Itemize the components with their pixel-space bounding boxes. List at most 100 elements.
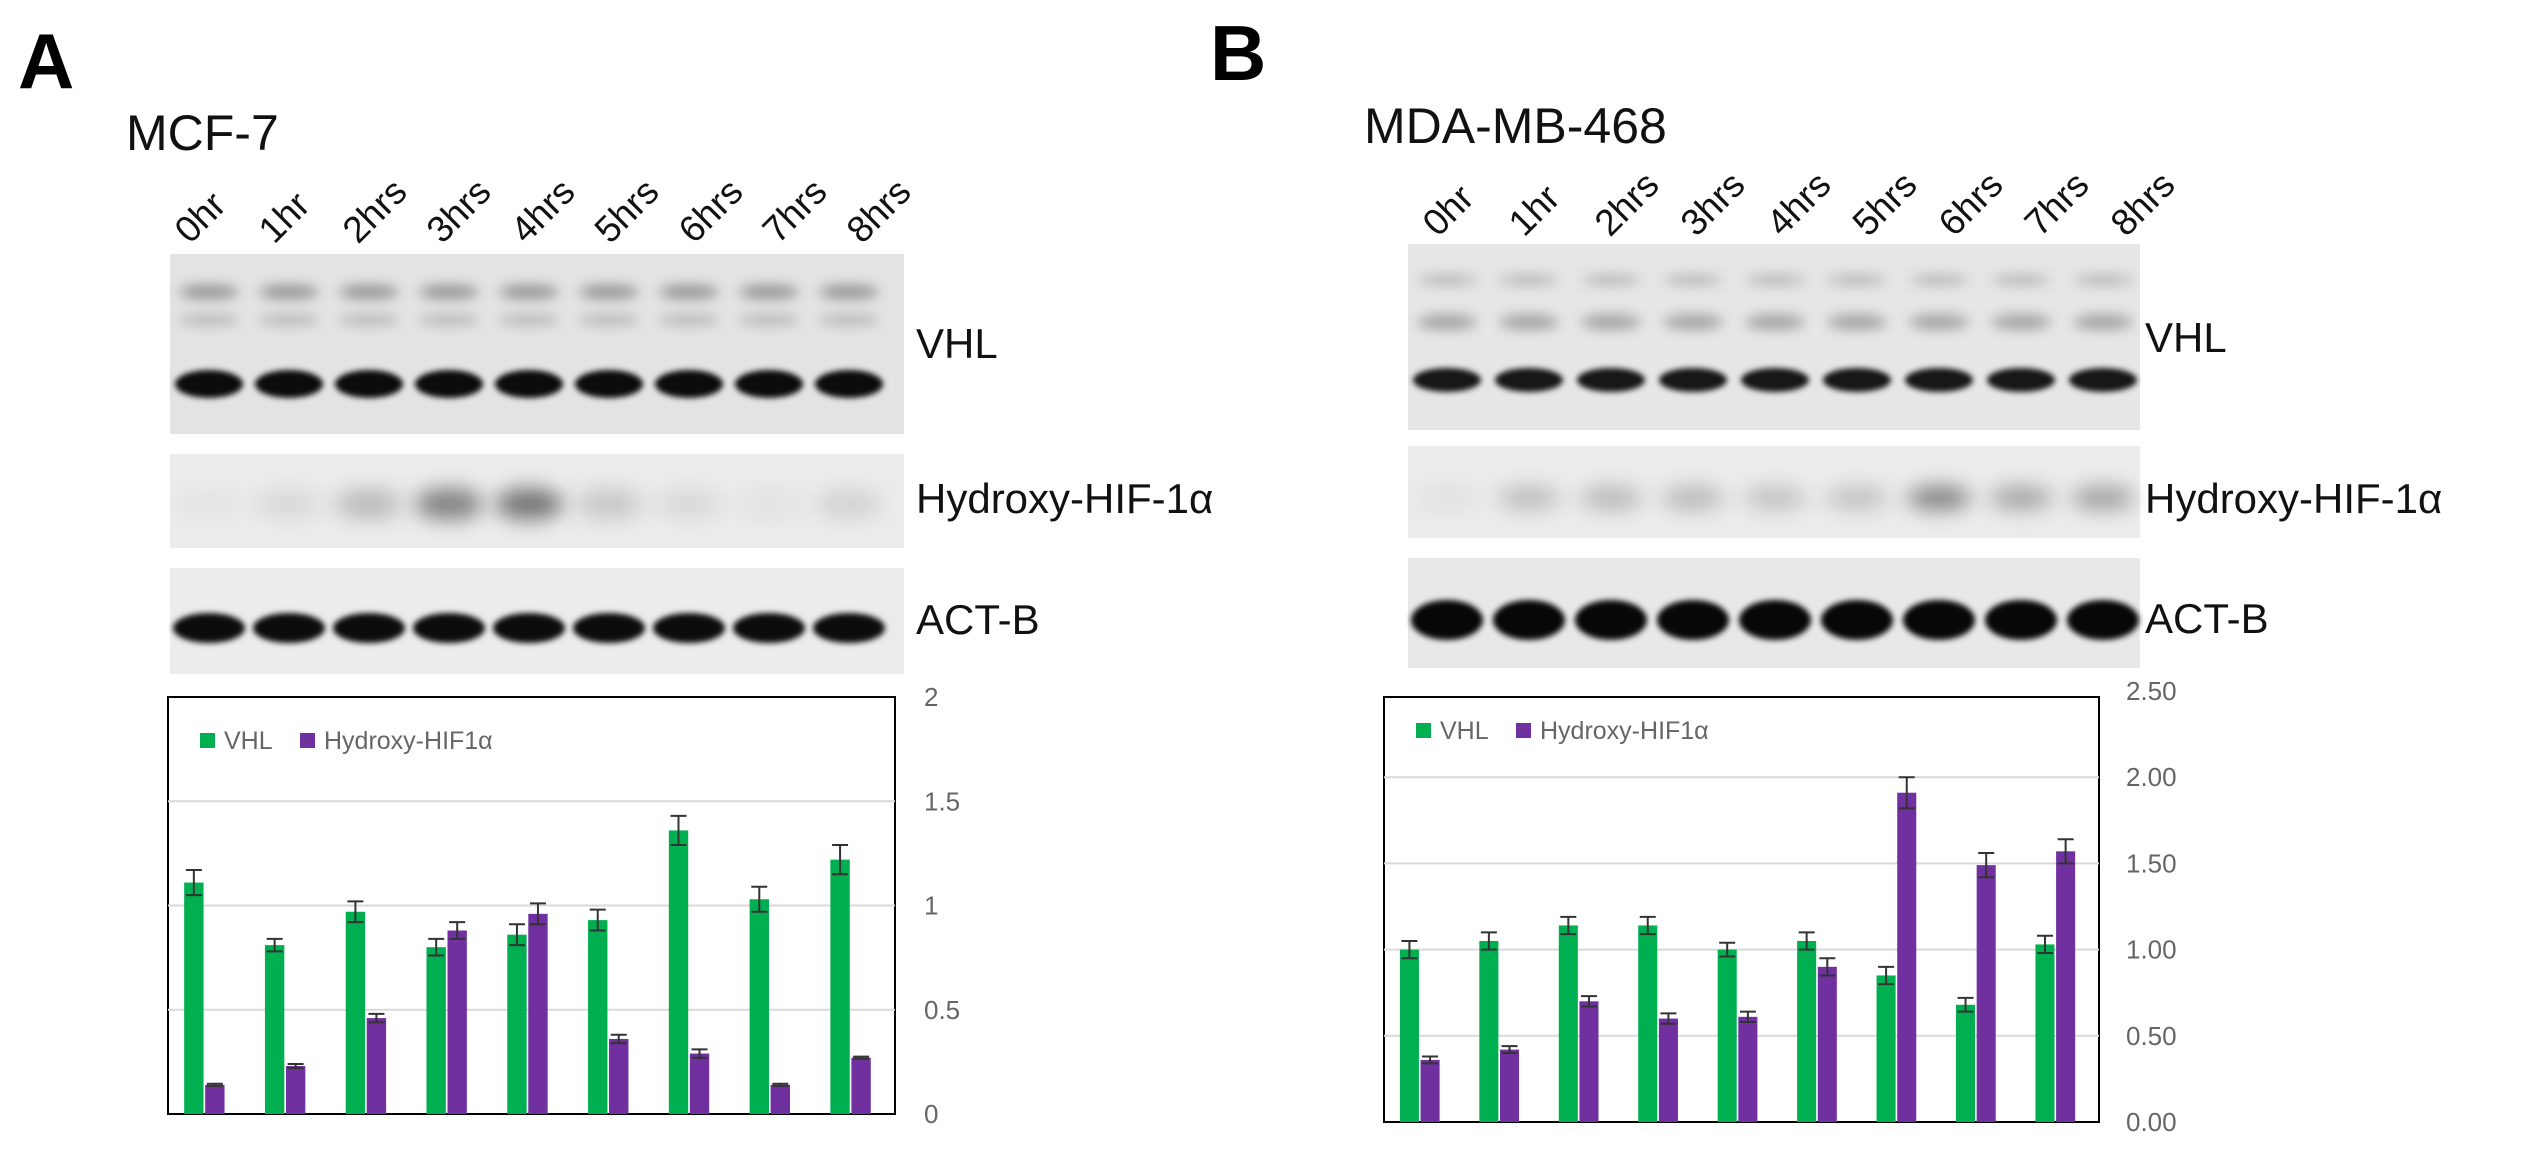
legend-swatch-hif	[300, 733, 315, 748]
lane-labels-a: 0hr 1hr 2hrs 3hrs 4hrs 5hrs 6hrs 7hrs 8hrs	[167, 171, 919, 251]
bar-hydroxy-hif	[1817, 966, 1837, 1122]
blot-band	[2073, 314, 2133, 330]
y-tick-label: 1.5	[924, 786, 960, 816]
blot-band	[1821, 600, 1893, 640]
lane-label: 8hrs	[839, 171, 919, 251]
y-tick-label: 2	[924, 682, 938, 712]
blot-strip	[170, 254, 904, 434]
lane-label: 2hrs	[335, 171, 415, 251]
blot-band	[259, 314, 319, 326]
blot-band	[819, 314, 879, 326]
blot-strip	[1408, 244, 2140, 430]
y-tick-label: 1.50	[2126, 848, 2177, 878]
blot-band	[495, 488, 563, 520]
y-tick-label: 1.00	[2126, 935, 2177, 965]
lane-labels-b: 0hr 1hr 2hrs 3hrs 4hrs 5hrs 6hrs 7hrs 8hrs	[1415, 164, 2183, 244]
blot-band	[1499, 274, 1559, 286]
lane-label: 0hr	[167, 184, 234, 251]
legend-label-hif: Hydroxy-HIF1α	[324, 727, 493, 755]
blot-label-hif-b: Hydroxy-HIF-1α	[2145, 475, 2442, 522]
legend-label-hif: Hydroxy-HIF1α	[1540, 717, 1709, 745]
y-tick-label: 2.50	[2126, 676, 2177, 706]
bar-vhl	[2035, 944, 2055, 1122]
blot-band	[1745, 314, 1805, 330]
lane-label: 8hrs	[2103, 164, 2183, 244]
blot-band	[655, 370, 723, 398]
bar-vhl	[507, 934, 527, 1114]
bar-vhl	[1558, 925, 1578, 1122]
bar-hydroxy-hif	[285, 1066, 306, 1114]
bar-vhl	[668, 830, 689, 1114]
blot-band	[419, 285, 479, 299]
blot-label-vhl-b: VHL	[2145, 314, 2227, 361]
blot-band	[815, 488, 883, 520]
blot-band	[1499, 314, 1559, 330]
bar-hydroxy-hif	[205, 1084, 225, 1114]
lane-label: 4hrs	[1759, 164, 1839, 244]
bar-vhl	[345, 911, 366, 1114]
blot-band	[1497, 486, 1561, 510]
blot-band	[1909, 274, 1969, 286]
lane-label: 5hrs	[587, 171, 667, 251]
blot-band	[573, 613, 645, 643]
blot-band	[1411, 600, 1483, 640]
blot-band	[659, 285, 719, 299]
blot-label-actb-b: ACT-B	[2145, 595, 2269, 642]
blot-band	[1985, 600, 2057, 640]
blot-band	[1991, 274, 2051, 286]
bar-hydroxy-hif	[770, 1084, 790, 1114]
blot-band	[819, 285, 879, 299]
bar-hydroxy-hif	[1499, 1049, 1520, 1122]
bar-vhl	[1717, 949, 1737, 1122]
bar-chart-b: 0.00 0.50 1.00 1.50 2.00 2.50 VHL Hydroxy-HIF1α	[1383, 676, 2177, 1137]
blot-band	[1739, 600, 1811, 640]
bar-hydroxy-hif	[447, 930, 467, 1114]
lane-label: 3hrs	[1673, 164, 1753, 244]
blot-band	[333, 613, 405, 643]
y-tick-label: 1	[924, 891, 938, 921]
bar-hydroxy-hif	[366, 1018, 387, 1114]
bar-hydroxy-hif	[1738, 1016, 1758, 1122]
bar-vhl	[830, 859, 850, 1114]
blot-band	[2071, 486, 2135, 510]
blot-band	[1903, 600, 1975, 640]
blot-band	[1989, 486, 2053, 510]
blot-band	[1659, 368, 1727, 392]
bar-hydroxy-hif	[2056, 851, 2076, 1122]
lane-label: 7hrs	[755, 171, 835, 251]
blot-band	[1909, 314, 1969, 330]
blot-band	[1417, 314, 1477, 330]
blot-band	[659, 314, 719, 326]
blot-band	[1827, 314, 1887, 330]
bar-hydroxy-hif	[1976, 865, 1996, 1122]
blot-band	[1495, 368, 1563, 392]
western-blots-b	[1408, 244, 2140, 668]
blot-band	[495, 370, 563, 398]
blot-band	[339, 314, 399, 326]
legend-swatch-vhl	[200, 733, 215, 748]
blot-band	[1905, 368, 1973, 392]
blot-label-vhl-a: VHL	[916, 320, 998, 367]
bar-vhl	[1479, 940, 1499, 1122]
blot-band	[655, 488, 723, 520]
lane-label: 1hr	[1501, 177, 1568, 244]
blot-band	[1987, 368, 2055, 392]
blot-band	[259, 285, 319, 299]
blot-band	[1663, 314, 1723, 330]
blot-band	[739, 314, 799, 326]
bar-vhl	[264, 945, 285, 1114]
bar-hydroxy-hif	[1579, 1001, 1599, 1122]
blot-band	[813, 613, 885, 643]
blot-band	[1581, 314, 1641, 330]
blot-band	[1827, 274, 1887, 286]
y-tick-label: 2.00	[2126, 762, 2177, 792]
blot-band	[1579, 486, 1643, 510]
blot-band	[179, 285, 239, 299]
blot-band	[335, 488, 403, 520]
blot-band	[419, 314, 479, 326]
blot-band	[1743, 486, 1807, 510]
cell-line-title-b: MDA-MB-468	[1364, 98, 1667, 154]
panel-letter-b: B	[1210, 9, 1266, 97]
blot-band	[493, 613, 565, 643]
blot-band	[413, 613, 485, 643]
